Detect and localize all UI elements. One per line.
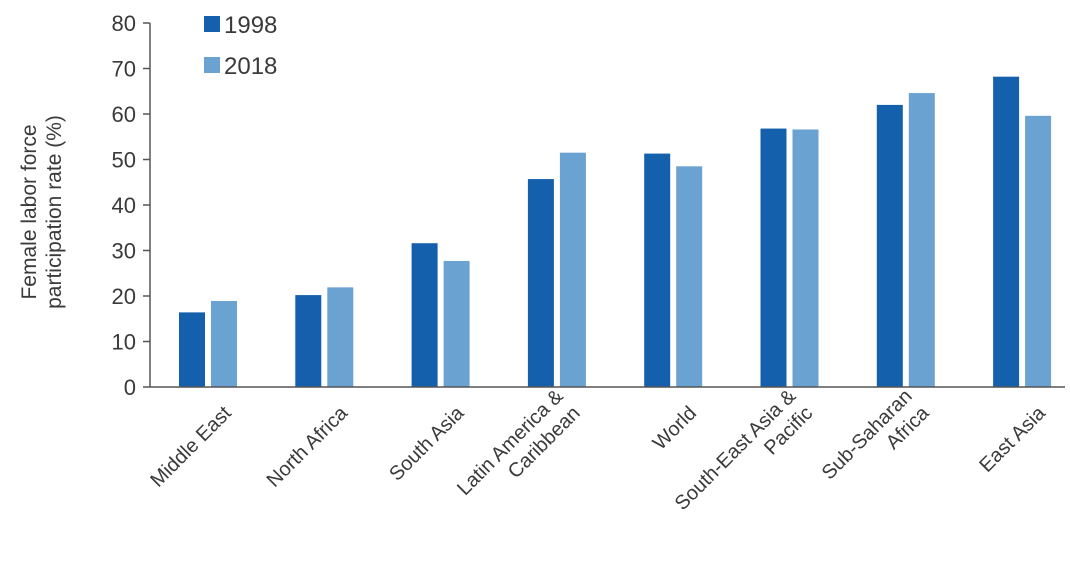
legend-label: 1998: [224, 12, 277, 39]
y-axis-label-line: participation rate (%): [43, 115, 66, 309]
y-tick-label: 10: [112, 330, 136, 355]
bar-1998-6: [876, 104, 903, 388]
bar-1998-7: [993, 76, 1020, 387]
x-tick-label-group: South Asia: [385, 402, 469, 486]
bar-2018-6: [908, 93, 935, 387]
y-tick-label: 40: [112, 193, 136, 218]
bar-1998-5: [760, 128, 787, 387]
legend-label: 2018: [224, 53, 277, 80]
x-tick-label: South Asia: [385, 402, 469, 486]
bar-2018-7: [1025, 115, 1052, 387]
y-tick-label: 20: [112, 284, 136, 309]
bar-2018-4: [676, 166, 703, 387]
x-tick-label: Middle East: [146, 402, 236, 492]
y-tick-label: 30: [112, 239, 136, 264]
y-axis-label: Female labor force participation rate (%): [18, 115, 66, 309]
x-tick-label-group: North Africa: [263, 402, 353, 492]
x-tick-label-group: World: [649, 402, 701, 454]
legend-swatch-2018: [204, 57, 220, 73]
bar-1998-3: [527, 179, 554, 387]
x-tick-label-group: Latin America &Caribbean: [453, 385, 585, 500]
y-axis-label-group: Female labor force participation rate (%): [18, 115, 66, 309]
y-axis: 0 10 20 30 40 50 60 70 80: [112, 11, 151, 400]
bar-1998-4: [644, 153, 671, 387]
legend-swatch-1998: [204, 16, 220, 32]
bar-1998-2: [411, 243, 438, 387]
bar-2018-5: [792, 129, 819, 387]
bar-1998-1: [295, 295, 322, 387]
x-tick-label: East Asia: [975, 402, 1050, 477]
x-tick-label: World: [649, 402, 701, 454]
y-tick-label: 50: [112, 148, 136, 173]
y-tick-label: 60: [112, 102, 136, 127]
x-tick-label-group: South-East Asia &Pacific: [671, 385, 818, 515]
y-tick-label: 70: [112, 57, 136, 82]
bar-2018-2: [443, 260, 470, 387]
bars: [179, 76, 1052, 388]
bar-2018-3: [559, 152, 586, 387]
bar-2018-0: [211, 301, 237, 387]
y-axis-label-line: Female labor force: [18, 124, 41, 299]
y-tick-label: 80: [112, 11, 136, 36]
bar-1998-0: [179, 312, 205, 387]
x-tick-label-group: Middle East: [146, 402, 236, 492]
y-tick-label: 0: [124, 375, 136, 400]
x-tick-label: North Africa: [263, 402, 353, 492]
legend: 1998 2018: [204, 12, 277, 80]
x-tick-label-group: East Asia: [975, 402, 1050, 477]
bar-2018-1: [327, 287, 354, 387]
